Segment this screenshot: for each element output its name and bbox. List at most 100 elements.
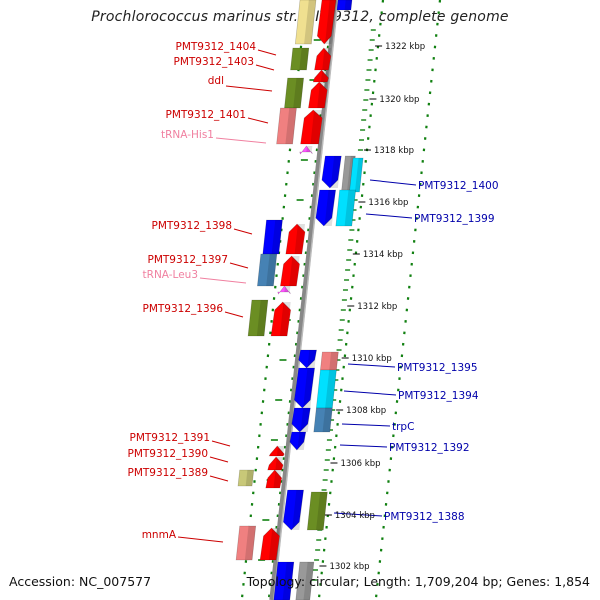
gene-block-top-blue (336, 0, 353, 11)
gene-block-1401 (276, 107, 297, 145)
left-gene-label: PMT9312_1404 (176, 41, 257, 53)
gene-block-1395 (298, 349, 317, 369)
right-gene-label: trpC (392, 421, 414, 433)
label-texts: 1322 kbp 1320 kbp 1318 kbp 1316 kbp 1314 kbp… (128, 41, 499, 572)
gene-block-1399-cyan-shade (344, 190, 356, 226)
gene-block-1401-red (300, 109, 323, 145)
gene-block-bottom-gray-shade (303, 562, 314, 600)
gene-block-ddl-red-shade (317, 82, 328, 108)
gene-block-1396-red-shade (279, 302, 291, 336)
gene-block-ddl-small-shade (320, 70, 329, 82)
gene-block-1392 (289, 431, 307, 451)
gene-block-1391 (268, 445, 285, 457)
left-gene-label: PMT9312_1390 (128, 448, 209, 460)
gene-block-1403-red-shade (322, 48, 331, 70)
leader-line-right (339, 444, 388, 448)
gene-block-1397-shade (266, 254, 277, 286)
accession-text: Accession: NC_007577 (9, 574, 152, 589)
gene-block-1398-shade (271, 220, 283, 254)
left-gene-label: PMT9312_1389 (128, 467, 209, 479)
gene-block-1391-shade (276, 446, 285, 456)
gene-block-mnmA-red-shade (268, 528, 280, 560)
right-gene-label: PMT9312_1399 (414, 213, 495, 225)
gene-block-top-red-shade (324, 0, 336, 44)
scale-label: 1304 kbp (335, 511, 375, 521)
left-gene-label: PMT9312_1397 (148, 254, 229, 266)
gene-block-1396-red (270, 301, 292, 337)
gene-block-1400-cyan (349, 157, 364, 193)
leader-line-right (333, 512, 383, 517)
gene-block-1404-shade (304, 0, 316, 44)
gene-block-bottom-blue-shade (282, 562, 294, 600)
leader-line-right (365, 213, 413, 219)
gene-block-1398 (262, 219, 283, 255)
left-gene-label: ddl (208, 75, 224, 87)
leader-line-left (199, 277, 247, 284)
left-gene-label: tRNA-His1 (161, 129, 214, 141)
gene-block-1397-red-shade (289, 256, 300, 286)
gene-block-1399 (315, 189, 337, 227)
left-gene-label: mnmA (142, 529, 177, 541)
gene-block-1395-shade (307, 350, 317, 368)
gene-block-1397-red (280, 255, 300, 287)
scale-label: 1306 kbp (340, 459, 380, 469)
right-gene-label: PMT9312_1394 (398, 390, 479, 402)
gene-block-trna-leu-shade (284, 286, 291, 292)
gene-block-1397 (257, 253, 278, 287)
left-gene-label: PMT9312_1398 (152, 220, 233, 232)
gene-block-1400 (321, 155, 342, 189)
gene-block-1400-shade (330, 156, 342, 188)
leader-line-left (209, 456, 229, 463)
gene-features (235, 0, 364, 600)
leader-line-left (255, 64, 275, 71)
left-gene-label: PMT9312_1403 (174, 56, 255, 68)
dotted-guide-lines (240, 0, 442, 600)
scale-label: 1316 kbp (368, 198, 408, 208)
gene-block-1394-shade (303, 368, 315, 408)
gene-block-trpC-steel-shade (322, 408, 333, 432)
right-gene-label: PMT9312_1392 (389, 442, 470, 454)
gene-block-mnmA (235, 525, 257, 561)
leader-line-left (215, 137, 267, 144)
gene-block-1390-shade (275, 457, 284, 470)
leader-line-right (341, 423, 391, 427)
leader-line-right (343, 390, 397, 396)
scale-label: 1318 kbp (374, 146, 414, 156)
gene-block-1396 (247, 299, 269, 337)
gene-block-1394 (294, 367, 315, 409)
gene-block-trpC-steel (313, 407, 333, 433)
right-gene-label: PMT9312_1388 (384, 511, 465, 523)
gene-block-1398-red (285, 223, 306, 255)
leader-line-left (247, 117, 269, 124)
right-outer-dots (374, 0, 442, 600)
gene-block-trpC (291, 407, 311, 433)
right-gene-label: PMT9312_1395 (397, 362, 478, 374)
genome-backbone (269, 0, 339, 600)
gene-block-ddl-small (312, 69, 329, 83)
left-gene-label: PMT9312_1396 (143, 303, 224, 315)
gene-block-1389 (265, 469, 283, 489)
gene-block-1404 (294, 0, 317, 45)
gene-block-1389-khaki (237, 469, 255, 487)
gene-block-ddl-red (308, 81, 328, 109)
gene-block-ddl-shade (293, 78, 304, 108)
gene-block-bottom-gray (295, 561, 315, 600)
gene-block-1403 (290, 47, 310, 71)
leader-line-left (233, 228, 253, 235)
scale-label: 1314 kbp (363, 250, 403, 260)
scale-label: 1308 kbp (346, 406, 386, 416)
gene-block-1388-olive (306, 491, 328, 531)
left-gene-label: PMT9312_1391 (130, 432, 211, 444)
gene-block-1389-khaki-shade (245, 470, 254, 486)
backbone-highlight (273, 0, 339, 600)
right-gene-label: PMT9312_1400 (418, 180, 499, 192)
scale-label: 1322 kbp (385, 42, 425, 52)
leader-line-left (211, 440, 231, 447)
label-leader-lines (177, 49, 417, 543)
leader-line-left (224, 311, 244, 318)
gene-block-1396-shade (256, 300, 268, 336)
left-gene-label: PMT9312_1401 (166, 109, 247, 121)
scale-label: 1312 kbp (357, 302, 397, 312)
